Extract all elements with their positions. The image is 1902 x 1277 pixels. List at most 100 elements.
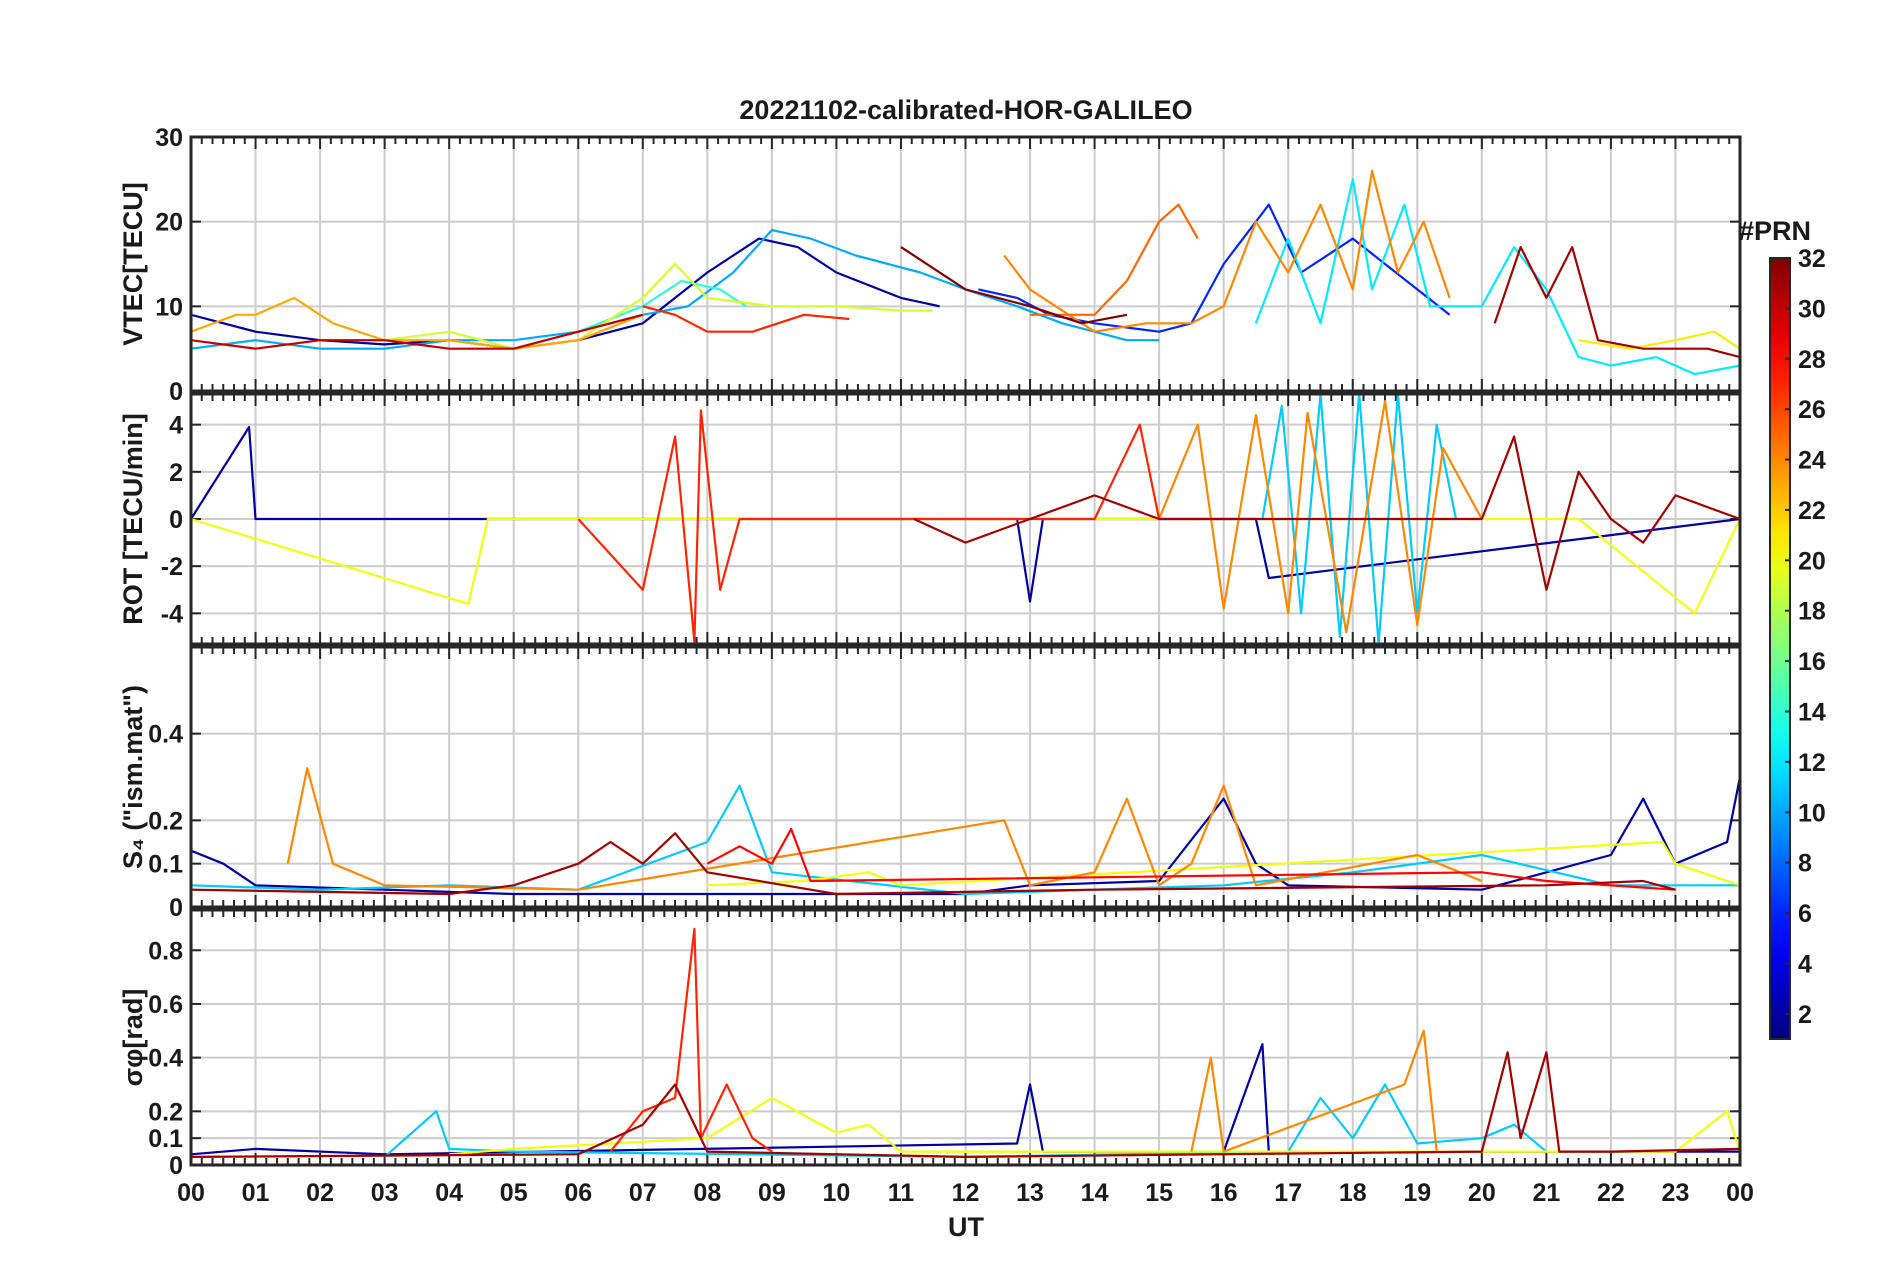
x-tick-label: 02 — [306, 1179, 334, 1207]
series-line-prn-12 — [1254, 178, 1740, 376]
y-tick-label: 0.1 — [148, 851, 183, 879]
x-tick-label: 04 — [435, 1179, 463, 1207]
series-line-prn-32 — [900, 246, 1128, 325]
colorbar-tick-label: 30 — [1798, 295, 1826, 323]
x-tick-label: 16 — [1210, 1179, 1238, 1207]
colorbar-tick-label: 32 — [1798, 245, 1826, 273]
y-tick-label: 0.4 — [148, 721, 183, 749]
colorbar-gradient — [1769, 257, 1791, 1040]
y-tick-label: 2 — [169, 459, 183, 487]
x-tick-label: 21 — [1532, 1179, 1560, 1207]
colorbar-tick-label: 18 — [1798, 598, 1826, 626]
series-line-prn-24 — [1158, 400, 1483, 634]
series-group — [191, 394, 1740, 644]
y-tick-label: 0.8 — [148, 937, 183, 965]
colorbar-tick-label: 8 — [1798, 850, 1812, 878]
series-line-prn-31 — [1493, 246, 1740, 359]
series-line-prn-10 — [191, 229, 1160, 350]
x-tick-label: 01 — [242, 1179, 270, 1207]
colorbar-tick-label: 12 — [1798, 749, 1826, 777]
y-axis-label: ROT [TECU/min] — [118, 413, 148, 624]
series-group — [191, 927, 1740, 1158]
x-tick-label: 09 — [758, 1179, 786, 1207]
series-group — [191, 767, 1740, 896]
colorbar-tick-label: 20 — [1798, 547, 1826, 575]
series-line-prn-31 — [913, 435, 1740, 591]
y-tick-label: 30 — [155, 124, 183, 152]
series-line-prn-21 — [1578, 330, 1740, 350]
series-line-prn-27 — [577, 409, 1161, 643]
series-line-prn-27 — [642, 305, 850, 333]
series-line-prn-30 — [191, 313, 644, 350]
panel-3: 0 0.1 0.2 0.4S₄ ("ism.mat") — [118, 645, 1742, 922]
colorbar-tick-label: 26 — [1798, 396, 1826, 424]
y-tick-label: 0.4 — [148, 1045, 183, 1073]
x-tick-label: 11 — [888, 1179, 915, 1207]
y-tick-label: 0.6 — [148, 991, 183, 1019]
panel-4: 00.10.2 0.4 0.6 0.8σφ[rad] — [118, 908, 1742, 1180]
y-tick-label: 0.1 — [148, 1125, 183, 1153]
x-tick-label: 14 — [1081, 1179, 1109, 1207]
series-line-prn-24 — [286, 767, 1483, 891]
series-group — [191, 169, 1740, 376]
x-tick-label: 06 — [564, 1179, 592, 1207]
x-tick-label: 03 — [371, 1179, 399, 1207]
chart-title: 20221102-calibrated-HOR-GALILEO — [739, 95, 1192, 125]
colorbar-tick-label: 10 — [1798, 799, 1826, 827]
colorbar-tick-label: 6 — [1798, 900, 1812, 928]
series-line-prn-23 — [191, 296, 644, 350]
x-tick-label: 19 — [1403, 1179, 1431, 1207]
series-line-prn-11 — [191, 784, 1740, 896]
y-axis-label: σφ[rad] — [118, 989, 148, 1087]
series-line-prn-11 — [383, 1083, 1548, 1158]
x-tick-label: 10 — [823, 1179, 851, 1207]
x-tick-label: 07 — [629, 1179, 657, 1207]
x-tick-label: 13 — [1016, 1179, 1044, 1207]
series-line-prn-2 — [191, 237, 940, 350]
x-tick-label: 12 — [952, 1179, 980, 1207]
y-tick-label: 0 — [169, 506, 183, 534]
series-line-prn-2 — [191, 1043, 1740, 1156]
panel-1: 0 10 20 30 VTEC[TECU] — [118, 124, 1742, 406]
x-tick-label: 00 — [1726, 1179, 1754, 1207]
y-tick-label: 0 — [169, 894, 183, 922]
panel-frame — [189, 135, 1742, 393]
x-tick-label: 00 — [177, 1179, 205, 1207]
series-line-prn-28 — [706, 827, 1676, 891]
colorbar-tick-label: 22 — [1798, 497, 1826, 525]
y-tick-label: 4 — [169, 412, 183, 440]
y-tick-label: 0.2 — [148, 1098, 183, 1126]
y-tick-label: 0 — [169, 378, 183, 406]
x-tick-label: 23 — [1662, 1179, 1690, 1207]
x-tick-label: 08 — [693, 1179, 721, 1207]
colorbar-tick-label: 2 — [1798, 1001, 1812, 1029]
y-tick-label: 20 — [155, 209, 183, 237]
series-line-prn-24 — [1003, 169, 1451, 333]
series-line-prn-27 — [609, 927, 773, 1153]
y-axis-label: VTEC[TECU] — [118, 182, 148, 346]
series-line-prn-25 — [1030, 203, 1199, 316]
panel-frame — [189, 908, 1742, 1167]
colorbar-tick-label: 28 — [1798, 346, 1826, 374]
series-line-prn-19 — [384, 262, 934, 350]
series-line-prn-31 — [191, 1051, 1740, 1158]
colorbar-tick-label: 14 — [1798, 698, 1826, 726]
x-tick-label: 15 — [1145, 1179, 1173, 1207]
series-line-prn-20 — [449, 1096, 1740, 1156]
colorbar-tick-label: 4 — [1798, 950, 1812, 978]
y-tick-label: -2 — [161, 553, 183, 581]
y-tick-label: 0.2 — [148, 807, 183, 835]
x-tick-label: 20 — [1468, 1179, 1496, 1207]
y-tick-label: -4 — [161, 600, 183, 628]
panel-frame — [189, 645, 1742, 909]
series-line-prn-20 — [707, 840, 1740, 887]
x-tick-label: 18 — [1339, 1179, 1367, 1207]
x-tick-label: 22 — [1597, 1179, 1625, 1207]
colorbar-tick-label: 24 — [1798, 447, 1826, 475]
colorbar-tick-label: 16 — [1798, 648, 1826, 676]
y-tick-label: 10 — [155, 293, 183, 321]
x-axis-label: UT — [948, 1212, 984, 1242]
x-tick-label: 17 — [1274, 1179, 1302, 1207]
